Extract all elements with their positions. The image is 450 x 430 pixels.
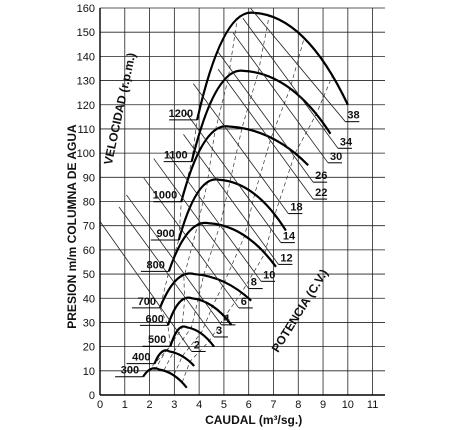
power-label: 3 <box>216 325 222 337</box>
speed-label: 900 <box>156 228 174 240</box>
power-label: 18 <box>290 202 302 214</box>
y-tick-label: 160 <box>77 3 95 15</box>
x-tick-label: 10 <box>342 399 354 411</box>
speed-curve <box>142 367 188 389</box>
x-tick-label: 2 <box>147 399 153 411</box>
grid <box>100 7 385 395</box>
x-tick-label: 3 <box>171 399 177 411</box>
power-label: 26 <box>315 170 327 182</box>
power-label: 8 <box>251 277 257 289</box>
speed-curve <box>166 296 233 326</box>
x-axis-label: CAUDAL (m³/sg.) <box>205 413 302 427</box>
speed-curve <box>158 272 252 309</box>
y-tick-label: 80 <box>83 197 95 209</box>
speed-label: 1000 <box>153 190 177 202</box>
y-tick-label: 130 <box>77 76 95 88</box>
y-tick-label: 110 <box>77 124 95 136</box>
power-label: 2 <box>194 339 200 351</box>
power-curve <box>193 83 289 214</box>
y-axis-label: PRESION m/m COLUMNA DE AGUA <box>65 124 79 329</box>
speed-curve <box>190 69 332 162</box>
power-label: 10 <box>263 269 275 281</box>
speed-curve <box>196 11 349 121</box>
speed-curve <box>180 125 309 202</box>
speed-label: 700 <box>138 296 156 308</box>
power-curves <box>99 7 360 352</box>
speed-curve <box>169 325 215 348</box>
speed-label: 500 <box>148 334 166 346</box>
power-curve <box>217 68 314 200</box>
speed-curve <box>167 221 277 272</box>
power-curve <box>242 18 339 149</box>
power-label: 34 <box>340 136 353 148</box>
power-curve <box>165 151 262 282</box>
power-label: 4 <box>223 313 230 325</box>
x-tick-label: 8 <box>295 399 301 411</box>
power-curve <box>183 134 279 265</box>
x-tick-label: 4 <box>196 399 202 411</box>
rpm-ray-line <box>173 38 305 375</box>
x-tick-label: 5 <box>221 399 227 411</box>
y-tick-label: 140 <box>77 51 95 63</box>
y-tick-label: 30 <box>83 317 95 329</box>
power-curve <box>185 112 282 243</box>
labels: 3004005006007008009001000110012002346810… <box>115 108 360 378</box>
power-curve <box>126 194 222 326</box>
speed-label: 400 <box>132 352 150 364</box>
x-tick-label: 0 <box>97 399 103 411</box>
speed-curve <box>153 349 195 367</box>
rpm-ray-line <box>163 15 270 371</box>
speed-curve <box>177 178 287 241</box>
y-tick-label: 90 <box>83 172 95 184</box>
power-label: 22 <box>315 187 327 199</box>
x-tick-label: 9 <box>320 399 326 411</box>
y-tick-label: 120 <box>77 100 95 112</box>
power-label: 6 <box>241 296 247 308</box>
power-label: 30 <box>330 151 342 163</box>
speed-label: 300 <box>121 365 139 377</box>
power-curve <box>153 158 250 289</box>
power-annotation: POTENCIA (C.V.) <box>269 267 331 355</box>
power-curve <box>250 7 346 122</box>
axes: 0 1 2 3 4 5 6 7 8 9 10 1101020304050607080901001101… <box>77 3 385 411</box>
rpm-ray-line <box>154 22 238 371</box>
y-tick-label: 0 <box>89 390 95 402</box>
speed-label: 1200 <box>169 108 193 120</box>
power-curve <box>143 177 240 309</box>
power-label: 38 <box>347 110 359 122</box>
y-tick-label: 50 <box>83 269 95 281</box>
y-tick-label: 60 <box>83 245 95 257</box>
power-curve <box>232 32 329 164</box>
power-curve <box>99 221 193 352</box>
speed-label: 800 <box>147 259 165 271</box>
speed-label: 600 <box>146 313 164 325</box>
velocity-annotation: VELOCIDAD (r.p.m.) <box>101 52 138 166</box>
power-curve <box>217 51 314 183</box>
y-tick-label: 150 <box>77 27 95 39</box>
speed-curves <box>142 11 349 389</box>
power-label: 12 <box>280 252 292 264</box>
y-tick-label: 40 <box>83 293 95 305</box>
x-tick-label: 1 <box>122 399 128 411</box>
x-tick-label: 7 <box>270 399 276 411</box>
y-tick-label: 70 <box>83 221 95 233</box>
x-tick-label: 6 <box>246 399 252 411</box>
y-tick-label: 20 <box>83 342 95 354</box>
x-tick-label: 11 <box>367 399 378 411</box>
y-tick-label: 100 <box>77 148 95 160</box>
power-label: 14 <box>283 231 296 243</box>
y-tick-label: 10 <box>83 366 95 378</box>
speed-label: 1100 <box>164 150 188 162</box>
power-curve <box>118 206 215 338</box>
